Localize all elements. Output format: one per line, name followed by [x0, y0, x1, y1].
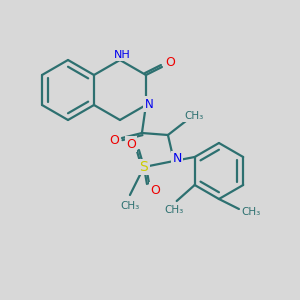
Text: O: O — [165, 56, 175, 70]
Text: CH₃: CH₃ — [120, 201, 140, 211]
Text: CH₃: CH₃ — [184, 111, 204, 121]
Text: N: N — [172, 152, 182, 166]
Text: NH: NH — [114, 50, 130, 60]
Text: CH₃: CH₃ — [241, 207, 261, 217]
Text: S: S — [140, 160, 148, 174]
Text: N: N — [145, 98, 153, 110]
Text: O: O — [150, 184, 160, 196]
Text: O: O — [126, 137, 136, 151]
Text: CH₃: CH₃ — [164, 205, 183, 215]
Text: O: O — [109, 134, 119, 148]
